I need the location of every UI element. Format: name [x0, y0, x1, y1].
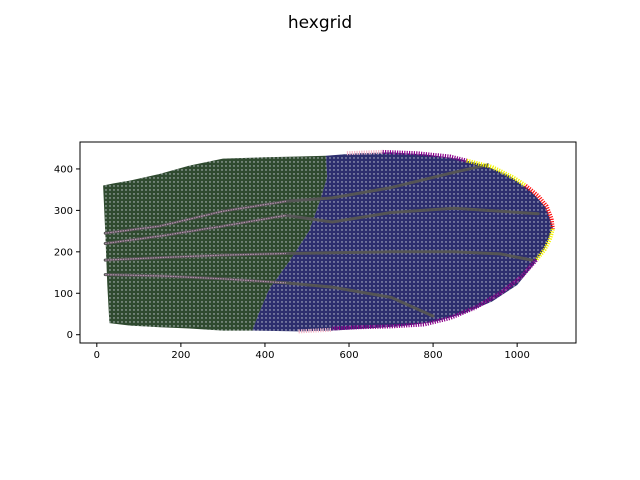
- chart-title: hexgrid: [288, 13, 352, 33]
- x-tick-label: 0: [94, 350, 100, 361]
- y-tick-label: 0: [67, 330, 73, 341]
- vein-2-proximal: [105, 214, 287, 245]
- vein-1-proximal: [105, 200, 287, 234]
- vein-3-proximal: [105, 252, 287, 261]
- boundary-purple-bottom: [332, 258, 538, 331]
- boundary-purple-top: [382, 149, 468, 163]
- y-tick-label: 100: [54, 289, 73, 300]
- y-tick-label: 200: [54, 247, 73, 258]
- proximal-region-dots: [103, 155, 328, 331]
- boundary-red: [524, 183, 555, 230]
- x-tick-label: 400: [255, 350, 274, 361]
- boundary-yellow-top: [466, 158, 527, 188]
- x-tick-label: 200: [171, 350, 190, 361]
- y-tick-label: 400: [54, 164, 73, 175]
- x-tick-label: 1000: [504, 350, 529, 361]
- x-tick-label: 600: [339, 350, 358, 361]
- axes-frame: [79, 141, 577, 344]
- boundary-yellow-bottom: [534, 228, 555, 262]
- plot-area: [103, 149, 555, 334]
- boundary-pink-top: [346, 149, 383, 156]
- vein-4-proximal: [105, 274, 287, 284]
- boundary-pink-bottom: [298, 327, 333, 334]
- axis-ticks: 0 200 400 600 800 1000 0 100 200 300 400: [54, 164, 530, 361]
- x-tick-label: 800: [424, 350, 443, 361]
- y-tick-label: 300: [54, 206, 73, 217]
